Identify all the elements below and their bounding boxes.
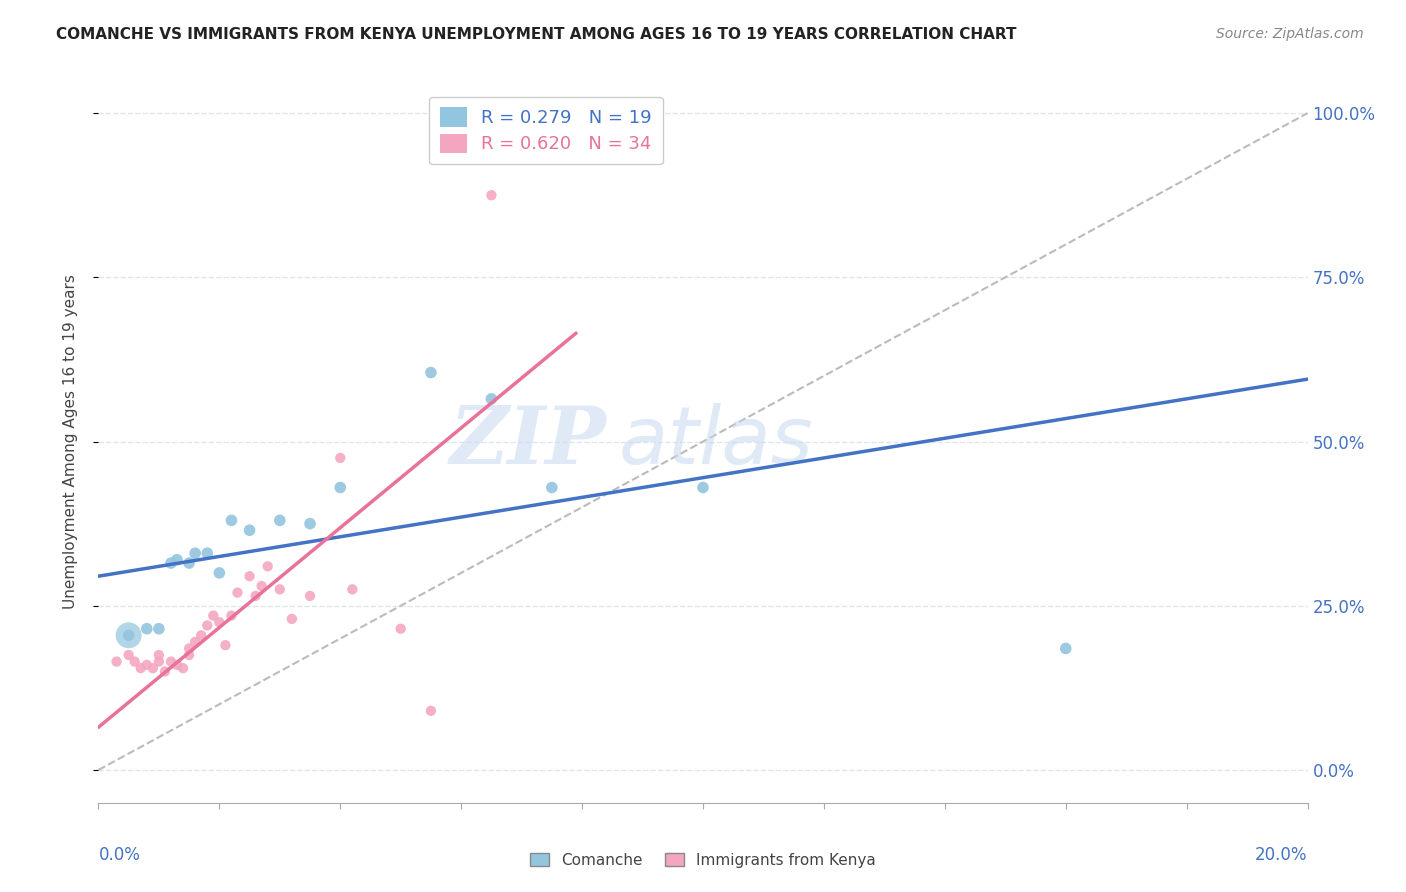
Point xyxy=(540,481,562,495)
Point xyxy=(214,638,236,652)
Point xyxy=(105,655,128,669)
Point xyxy=(153,665,176,679)
Point xyxy=(195,546,218,560)
Point xyxy=(481,188,503,202)
Point xyxy=(184,546,207,560)
Point xyxy=(179,556,201,570)
Point xyxy=(221,608,243,623)
Point xyxy=(342,582,364,597)
Point xyxy=(269,582,291,597)
Point xyxy=(1054,641,1077,656)
Point xyxy=(148,655,170,669)
Text: 0.0%: 0.0% xyxy=(98,847,141,864)
Point xyxy=(148,622,170,636)
Point xyxy=(221,513,243,527)
Point xyxy=(184,635,207,649)
Point xyxy=(179,641,201,656)
Point xyxy=(269,513,291,527)
Text: Source: ZipAtlas.com: Source: ZipAtlas.com xyxy=(1216,27,1364,41)
Legend: R = 0.279   N = 19, R = 0.620   N = 34: R = 0.279 N = 19, R = 0.620 N = 34 xyxy=(429,96,662,164)
Point xyxy=(135,622,157,636)
Point xyxy=(179,648,201,662)
Point xyxy=(329,481,352,495)
Point xyxy=(208,566,231,580)
Text: 20.0%: 20.0% xyxy=(1256,847,1308,864)
Point xyxy=(299,589,322,603)
Point xyxy=(420,366,443,380)
Point xyxy=(135,657,157,672)
Text: COMANCHE VS IMMIGRANTS FROM KENYA UNEMPLOYMENT AMONG AGES 16 TO 19 YEARS CORRELA: COMANCHE VS IMMIGRANTS FROM KENYA UNEMPL… xyxy=(56,27,1017,42)
Point xyxy=(129,661,152,675)
Text: atlas: atlas xyxy=(619,402,813,481)
Point xyxy=(118,648,141,662)
Point xyxy=(239,523,262,537)
Y-axis label: Unemployment Among Ages 16 to 19 years: Unemployment Among Ages 16 to 19 years xyxy=(63,274,77,609)
Point xyxy=(389,622,412,636)
Point xyxy=(166,553,188,567)
Point xyxy=(239,569,262,583)
Point xyxy=(245,589,267,603)
Point xyxy=(202,608,225,623)
Text: ZIP: ZIP xyxy=(450,403,606,480)
Point xyxy=(692,481,714,495)
Point xyxy=(190,628,212,642)
Point xyxy=(226,585,249,599)
Point xyxy=(172,661,194,675)
Point xyxy=(118,628,141,642)
Legend: Comanche, Immigrants from Kenya: Comanche, Immigrants from Kenya xyxy=(523,845,883,875)
Point xyxy=(142,661,165,675)
Point xyxy=(420,704,443,718)
Point xyxy=(166,657,188,672)
Point xyxy=(250,579,273,593)
Point xyxy=(160,556,183,570)
Point xyxy=(299,516,322,531)
Point xyxy=(281,612,304,626)
Point xyxy=(118,628,141,642)
Point xyxy=(329,450,352,465)
Point xyxy=(195,618,218,632)
Point xyxy=(160,655,183,669)
Point xyxy=(481,392,503,406)
Point xyxy=(148,648,170,662)
Point xyxy=(256,559,278,574)
Point xyxy=(208,615,231,630)
Point xyxy=(124,655,146,669)
